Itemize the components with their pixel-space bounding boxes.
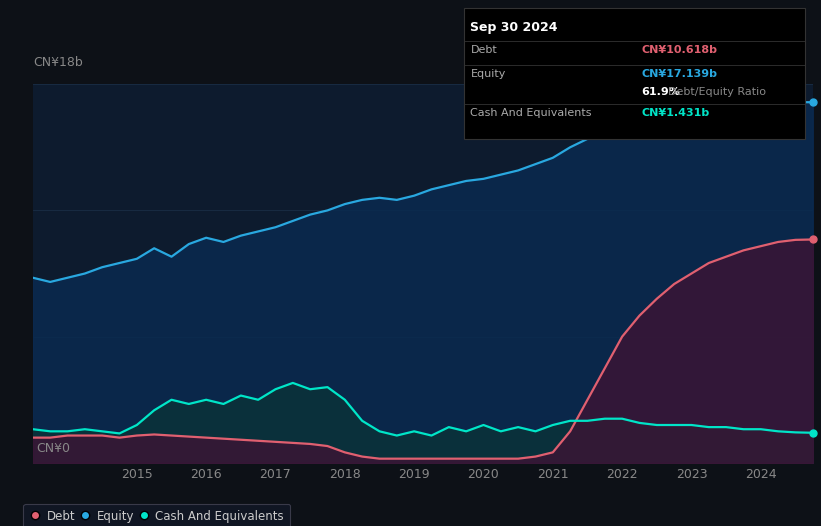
Text: Debt/Equity Ratio: Debt/Equity Ratio [668, 87, 766, 97]
Text: CN¥17.139b: CN¥17.139b [641, 69, 717, 79]
Point [806, 98, 819, 106]
Text: Sep 30 2024: Sep 30 2024 [470, 21, 558, 34]
Point [806, 429, 819, 437]
Text: Debt: Debt [470, 45, 498, 55]
Text: Cash And Equivalents: Cash And Equivalents [470, 108, 592, 118]
Text: CN¥0: CN¥0 [37, 442, 71, 456]
Text: CN¥1.431b: CN¥1.431b [641, 108, 709, 118]
Legend: Debt, Equity, Cash And Equivalents: Debt, Equity, Cash And Equivalents [23, 504, 290, 526]
Point [806, 235, 819, 244]
Text: CN¥18b: CN¥18b [33, 56, 83, 69]
Text: Equity: Equity [470, 69, 506, 79]
Text: CN¥10.618b: CN¥10.618b [641, 45, 717, 55]
Text: 61.9%: 61.9% [641, 87, 680, 97]
